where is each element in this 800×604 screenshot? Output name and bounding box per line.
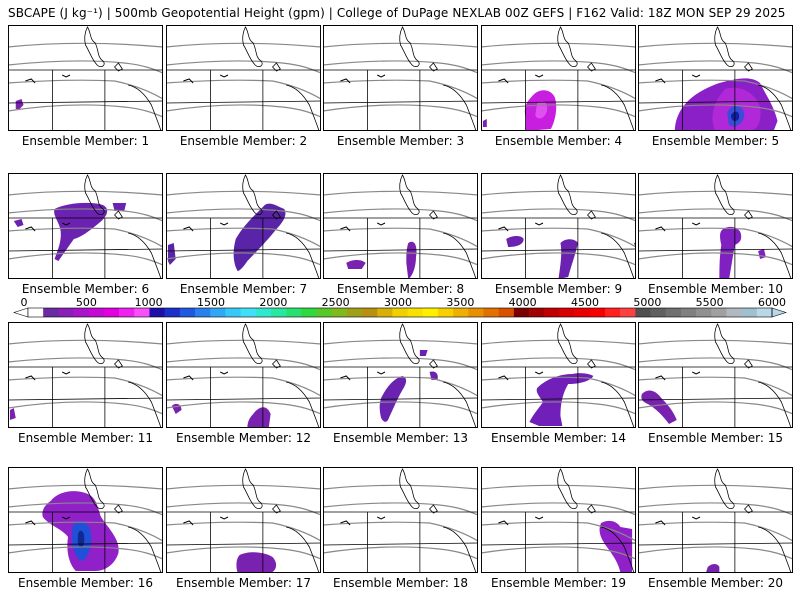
ensemble-member-map [481,25,636,131]
cape-area [236,552,277,573]
ensemble-member-map [638,322,793,428]
ensemble-member-map [323,467,478,573]
ensemble-member-panel: Ensemble Member: 14 [481,322,636,448]
ensemble-member-map [166,25,321,131]
ensemble-member-panel: Ensemble Member: 6 [8,173,163,299]
ensemble-member-map [323,25,478,131]
ensemble-member-panel: Ensemble Member: 19 [481,467,636,593]
ensemble-member-map [166,322,321,428]
ensemble-member-label: Ensemble Member: 3 [336,134,465,148]
cape-area [233,203,286,271]
ensemble-member-panel: Ensemble Member: 5 [638,25,793,151]
ensemble-member-label: Ensemble Member: 17 [176,576,311,590]
ensemble-member-map [638,467,793,573]
ensemble-member-label: Ensemble Member: 19 [491,576,626,590]
cape-area [9,408,16,420]
ensemble-member-panel: Ensemble Member: 4 [481,25,636,151]
ensemble-member-label: Ensemble Member: 4 [494,134,623,148]
cape-area [13,219,24,227]
cape-area [247,407,271,428]
ensemble-member-panel: Ensemble Member: 15 [638,322,793,448]
ensemble-member-label: Ensemble Member: 16 [18,576,153,590]
ensemble-member-map [8,25,163,131]
ensemble-member-panel: Ensemble Member: 7 [166,173,321,299]
cape-area [167,243,176,265]
ensemble-member-label: Ensemble Member: 9 [494,282,623,296]
ensemble-member-map [323,173,478,279]
ensemble-member-panel: Ensemble Member: 1 [8,25,163,151]
ensemble-member-map [166,173,321,279]
ensemble-member-label: Ensemble Member: 18 [333,576,468,590]
ensemble-member-label: Ensemble Member: 11 [18,431,153,445]
ensemble-member-panel: Ensemble Member: 9 [481,173,636,299]
ensemble-member-panel: Ensemble Member: 8 [323,173,478,299]
ensemble-member-label: Ensemble Member: 1 [21,134,150,148]
ensemble-member-map [8,467,163,573]
ensemble-member-map [323,322,478,428]
cape-area [599,520,633,573]
cape-area [558,239,578,279]
cape-area [641,390,677,424]
ensemble-member-label: Ensemble Member: 20 [648,576,783,590]
cape-area [346,260,366,269]
ensemble-member-label: Ensemble Member: 7 [179,282,308,296]
cape-area [506,236,524,247]
ensemble-member-panel: Ensemble Member: 16 [8,467,163,593]
ensemble-member-label: Ensemble Member: 13 [333,431,468,445]
ensemble-member-label: Ensemble Member: 12 [176,431,311,445]
ensemble-member-label: Ensemble Member: 8 [336,282,465,296]
cape-area [482,119,487,127]
ensemble-member-panel: Ensemble Member: 11 [8,322,163,448]
ensemble-member-label: Ensemble Member: 10 [648,282,783,296]
ensemble-member-map [8,322,163,428]
ensemble-member-panel: Ensemble Member: 20 [638,467,793,593]
ensemble-member-panel: Ensemble Member: 3 [323,25,478,151]
ensemble-member-map [481,322,636,428]
ensemble-member-panel: Ensemble Member: 2 [166,25,321,151]
ensemble-member-label: Ensemble Member: 2 [179,134,308,148]
ensemble-member-label: Ensemble Member: 14 [491,431,626,445]
cape-area [419,350,428,356]
ensemble-member-panel: Ensemble Member: 17 [166,467,321,593]
ensemble-member-map [638,173,793,279]
cape-area [705,564,720,573]
ensemble-member-map [8,173,163,279]
cape-area [406,241,417,279]
ensemble-member-map [638,25,793,131]
ensemble-member-map [481,173,636,279]
ensemble-member-panel: Ensemble Member: 10 [638,173,793,299]
cape-area [112,203,127,211]
ensemble-member-label: Ensemble Member: 6 [21,282,150,296]
ensemble-member-label: Ensemble Member: 15 [648,431,783,445]
ensemble-member-map [481,467,636,573]
ensemble-member-panel: Ensemble Member: 12 [166,322,321,448]
cape-area [77,530,85,548]
page-title: SBCAPE (J kg⁻¹) | 500mb Geopotential Hei… [8,6,786,20]
cape-area [529,373,594,426]
cape-area [54,202,108,261]
cape-area [15,99,24,109]
ensemble-member-map [166,467,321,573]
ensemble-member-panel: Ensemble Member: 18 [323,467,478,593]
ensemble-member-panel: Ensemble Member: 13 [323,322,478,448]
ensemble-member-label: Ensemble Member: 5 [651,134,780,148]
